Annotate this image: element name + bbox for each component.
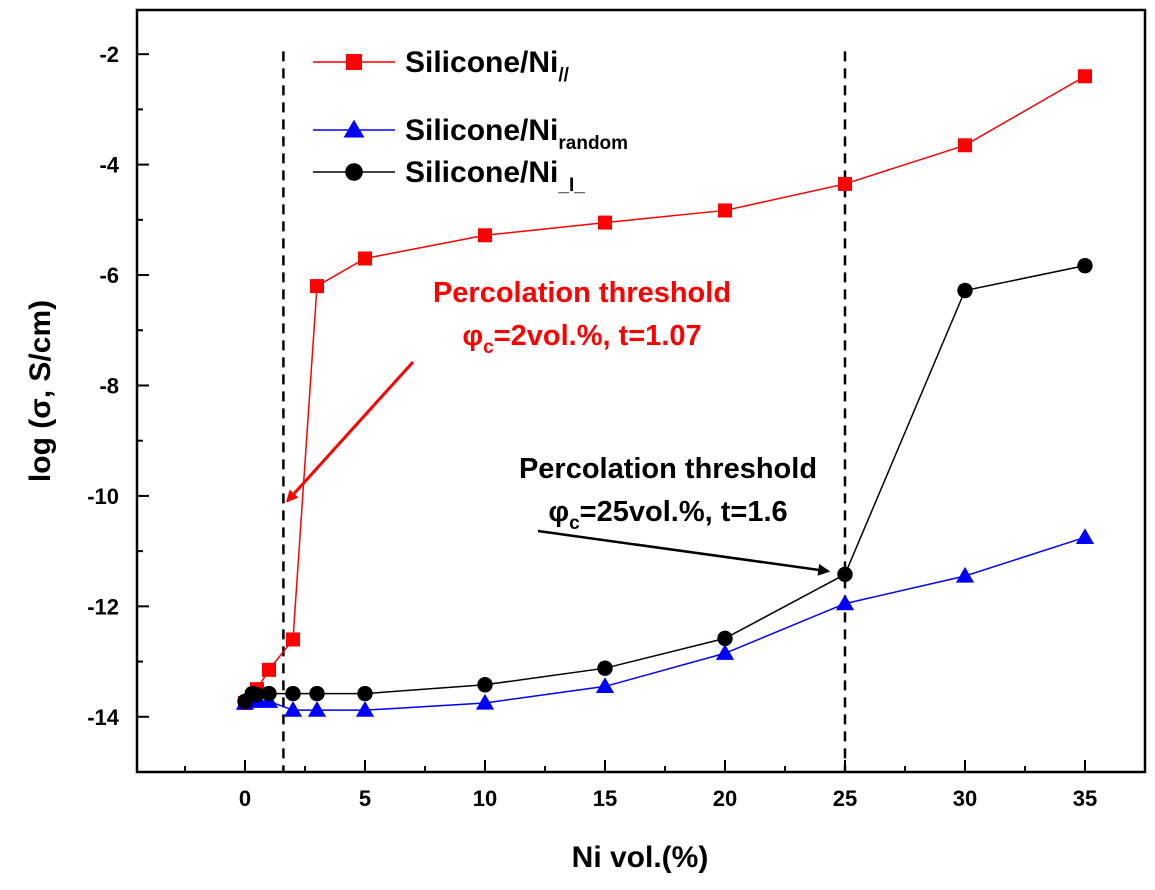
data-point-triangle	[1075, 528, 1095, 544]
data-point-circle	[957, 282, 973, 299]
series-layer	[235, 69, 1095, 717]
data-point-square	[286, 632, 300, 647]
annotation-arrow	[537, 529, 831, 576]
legend-label: Silicone/Nirandom	[405, 114, 628, 154]
x-tick-label: 15	[593, 786, 617, 811]
legend-label: Silicone/Ni//	[405, 46, 570, 86]
data-point-circle	[309, 685, 325, 702]
data-point-square	[1078, 69, 1092, 84]
y-tick-label: -2	[99, 42, 119, 67]
annotation-params: φc=2vol.%, t=1.07	[462, 320, 701, 358]
data-point-triangle	[835, 594, 855, 611]
data-point-square	[958, 138, 972, 153]
x-tick-label: 20	[713, 786, 737, 811]
y-axis-title: log (σ, S/cm)	[24, 300, 57, 482]
y-tick-label: -8	[99, 373, 119, 398]
x-tick-label: 5	[359, 786, 371, 811]
data-point-square	[262, 662, 276, 677]
x-tick-label: 25	[833, 786, 857, 811]
data-point-square	[478, 228, 492, 243]
data-point-circle	[261, 685, 277, 702]
annotation-title: Percolation threshold	[433, 277, 731, 309]
x-tick-label: 10	[473, 786, 497, 811]
data-point-circle	[837, 566, 853, 583]
annotation-title: Percolation threshold	[519, 453, 817, 485]
annotation-arrow	[286, 360, 415, 503]
y-tick-label: -14	[87, 705, 120, 730]
data-point-circle	[285, 685, 301, 702]
data-point-square	[838, 176, 852, 191]
data-point-triangle	[307, 701, 327, 717]
data-point-square	[358, 251, 372, 266]
x-axis-title: Ni vol.(%)	[572, 841, 709, 874]
annotations: Percolation threshold φc=2vol.%, t=1.07 Pe…	[286, 277, 831, 576]
data-point-circle	[1077, 257, 1093, 274]
y-tick-label: -10	[87, 484, 119, 509]
data-point-triangle	[475, 693, 495, 710]
x-tick-label: 35	[1073, 786, 1097, 811]
y-axis-ticks: -14 -12 -10 -8 -6 -4 -2	[87, 42, 149, 773]
data-point-square	[598, 215, 612, 230]
data-point-square	[718, 203, 732, 218]
legend-label: Silicone/Ni_I_	[405, 156, 585, 196]
x-tick-label: 30	[953, 786, 977, 811]
series-line	[244, 75, 1086, 704]
data-point-circle	[597, 660, 613, 676]
x-tick-label: 0	[239, 786, 251, 811]
data-point-triangle	[355, 701, 375, 717]
data-point-circle	[249, 686, 265, 703]
annotation-params: φc=25vol.%, t=1.6	[548, 496, 787, 534]
data-point-triangle	[595, 677, 615, 694]
data-point-triangle	[283, 701, 303, 717]
data-point-circle	[345, 163, 363, 181]
data-point-square	[310, 279, 324, 294]
plot-frame	[135, 8, 1147, 774]
legend: Silicone/Ni// Silicone/NirandomSilicone/N…	[313, 46, 628, 196]
data-point-square	[346, 54, 362, 70]
y-tick-label: -4	[99, 153, 119, 178]
data-point-circle	[717, 630, 733, 647]
data-point-triangle	[715, 644, 735, 660]
data-point-triangle	[343, 119, 365, 138]
y-tick-label: -6	[99, 263, 119, 288]
x-axis-ticks: 0 5 10 15 20 25 30 35	[184, 760, 1097, 811]
data-point-circle	[477, 677, 493, 693]
y-tick-label: -12	[87, 594, 119, 619]
series-line	[244, 536, 1086, 711]
data-point-triangle	[955, 566, 975, 583]
data-point-circle	[357, 685, 373, 702]
